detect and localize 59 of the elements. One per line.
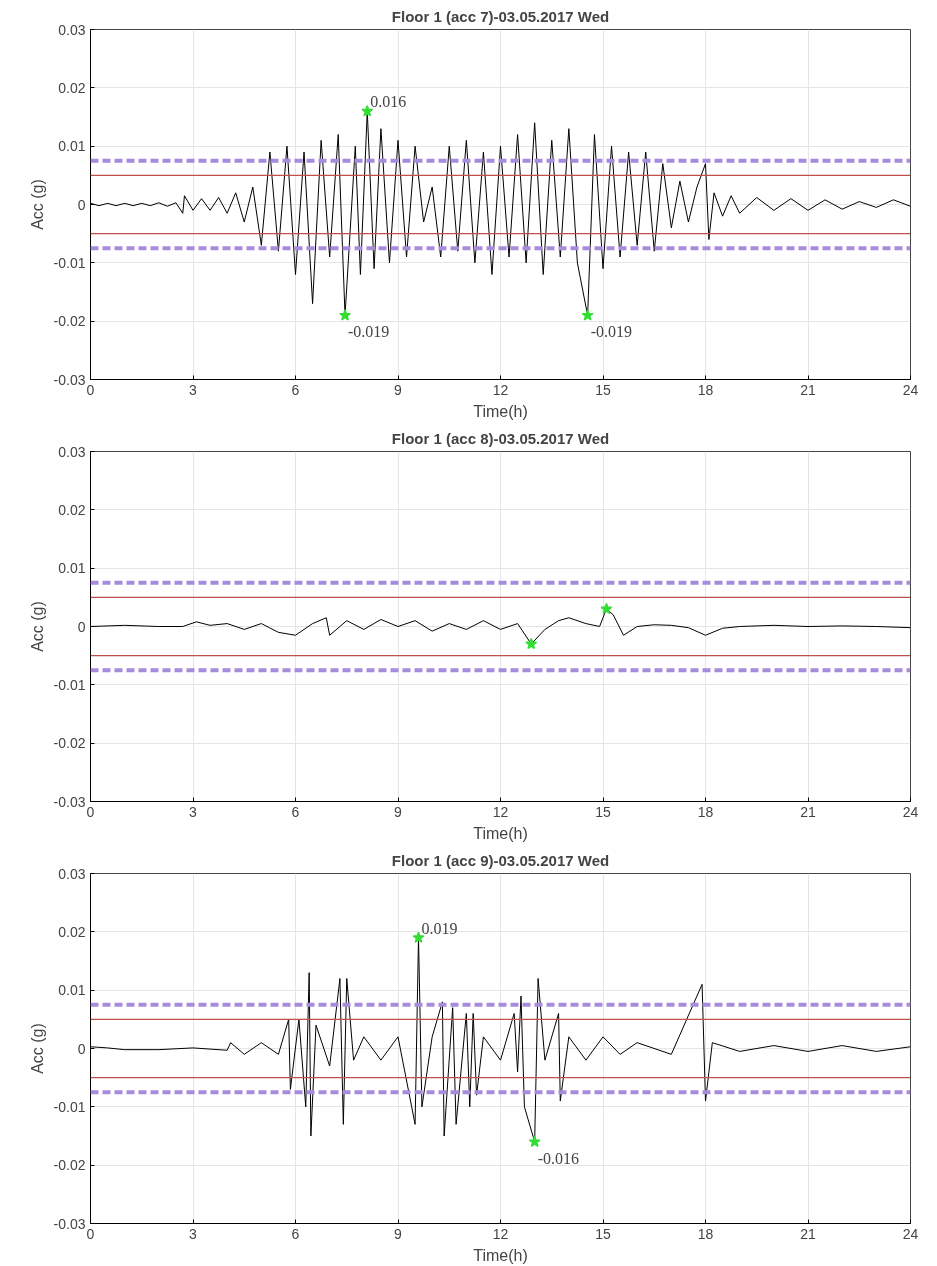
x-tick-label: 21: [800, 381, 816, 398]
annotation: 0.016: [370, 93, 407, 111]
y-tick-label: 0.01: [58, 982, 86, 999]
y-tick-label: 0.03: [58, 21, 86, 38]
x-axis-title: Time(h): [473, 402, 528, 420]
x-tick-label: 9: [394, 1225, 403, 1242]
y-tick-label: -0.03: [53, 1215, 86, 1232]
x-tick-label: 18: [697, 803, 714, 820]
x-axis-title: Time(h): [473, 1246, 528, 1264]
x-tick-label: 24: [902, 1225, 919, 1242]
x-tick-label: 3: [189, 381, 198, 398]
y-axis-title: Acc (g): [28, 601, 46, 652]
y-axis-title: Acc (g): [28, 1023, 46, 1074]
annotation: -0.019: [348, 323, 390, 341]
chart-title: Floor 1 (acc 9)-03.05.2017 Wed: [391, 851, 610, 869]
x-tick-label: 9: [394, 381, 403, 398]
y-tick-label: 0: [77, 618, 86, 635]
y-tick-label: 0.01: [58, 138, 86, 155]
chart-title: Floor 1 (acc 8)-03.05.2017 Wed: [391, 429, 610, 447]
y-tick-label: -0.03: [53, 793, 86, 810]
x-tick-label: 21: [800, 1225, 816, 1242]
x-tick-label: 12: [492, 381, 509, 398]
x-tick-label: 18: [697, 381, 714, 398]
x-tick-label: 9: [394, 803, 403, 820]
x-tick-label: 6: [291, 381, 300, 398]
y-tick-label: 0: [77, 1040, 86, 1057]
x-tick-label: 6: [291, 1225, 300, 1242]
y-axis-title: Acc (g): [28, 179, 46, 230]
x-tick-label: 15: [595, 803, 611, 820]
x-tick-label: 12: [492, 803, 509, 820]
y-tick-label: 0.01: [58, 560, 86, 577]
x-tick-label: 15: [595, 1225, 611, 1242]
y-tick-label: 0.02: [58, 79, 86, 96]
x-tick-label: 12: [492, 1225, 509, 1242]
y-tick-label: -0.02: [53, 735, 86, 752]
chart-title: Floor 1 (acc 7)-03.05.2017 Wed: [391, 7, 610, 25]
y-tick-label: 0.02: [58, 501, 86, 518]
x-axis-title: Time(h): [473, 824, 528, 842]
y-tick-label: -0.03: [53, 371, 86, 388]
y-tick-label: 0.03: [58, 443, 86, 460]
x-tick-label: 18: [697, 1225, 714, 1242]
x-tick-label: 21: [800, 803, 816, 820]
y-tick-label: 0: [77, 196, 86, 213]
x-tick-label: 24: [902, 803, 919, 820]
y-tick-label: 0.03: [58, 865, 86, 882]
y-tick-label: -0.01: [53, 676, 86, 693]
annotation: 0.019: [421, 919, 458, 937]
x-tick-label: 3: [189, 1225, 198, 1242]
annotation: -0.019: [590, 323, 632, 341]
annotation: -0.016: [537, 1149, 579, 1167]
y-tick-label: -0.01: [53, 1098, 86, 1115]
x-tick-label: 3: [189, 803, 198, 820]
y-tick-label: -0.01: [53, 254, 86, 271]
y-tick-label: 0.02: [58, 923, 86, 940]
x-tick-label: 6: [291, 803, 300, 820]
x-tick-label: 24: [902, 381, 919, 398]
y-tick-label: -0.02: [53, 1157, 86, 1174]
x-tick-label: 15: [595, 381, 611, 398]
y-tick-label: -0.02: [53, 313, 86, 330]
